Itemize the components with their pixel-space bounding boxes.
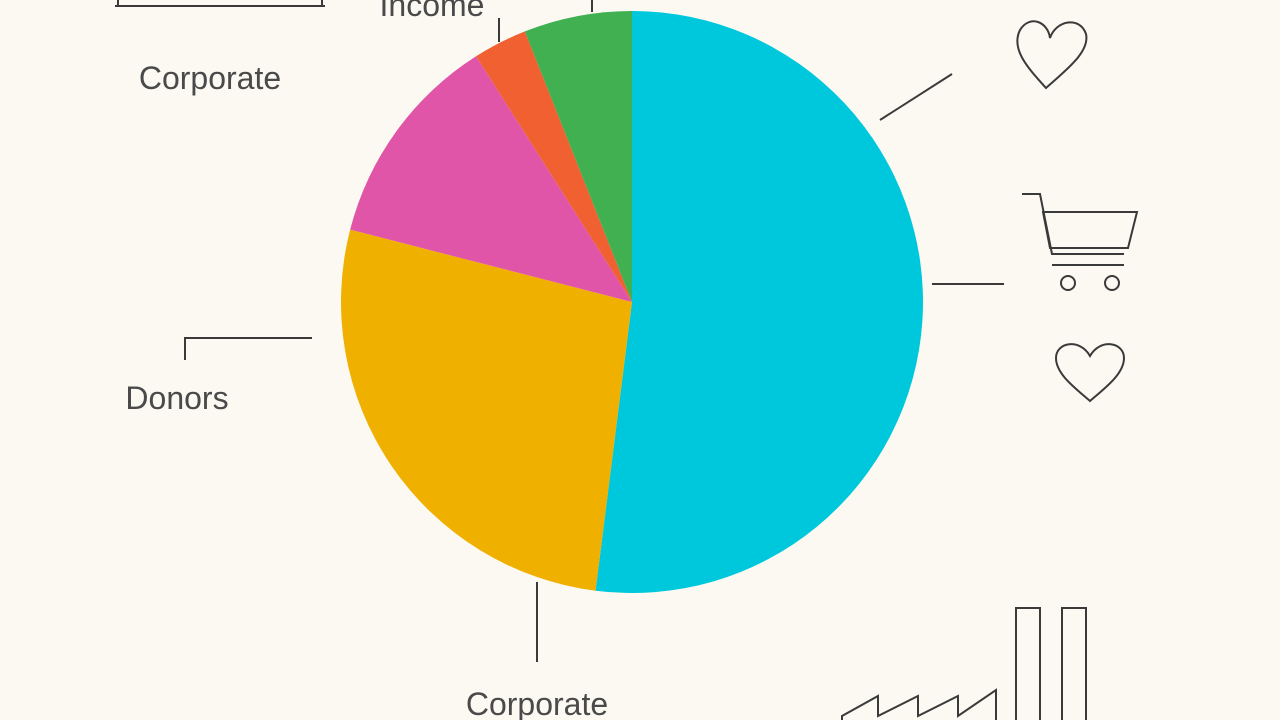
pie-slice — [595, 11, 923, 593]
pie-slice — [524, 11, 632, 302]
pie-slice — [341, 229, 632, 591]
annotation: Income — [380, 0, 485, 23]
icon-cart — [1022, 193, 1139, 291]
annotation: Donors — [125, 380, 228, 416]
pie — [341, 11, 923, 593]
leader-line — [184, 337, 312, 360]
leader-lines — [184, 0, 1004, 662]
icon-heart — [1016, 20, 1088, 90]
icon-factory — [841, 607, 1087, 720]
annotation: Corporate — [139, 60, 281, 96]
pie-slice — [476, 31, 632, 302]
icon-building — [115, 0, 325, 7]
annotation: Corporate — [466, 686, 608, 720]
icon-heart — [1054, 343, 1126, 403]
leader-line — [879, 73, 953, 121]
pie-slice — [350, 56, 632, 303]
